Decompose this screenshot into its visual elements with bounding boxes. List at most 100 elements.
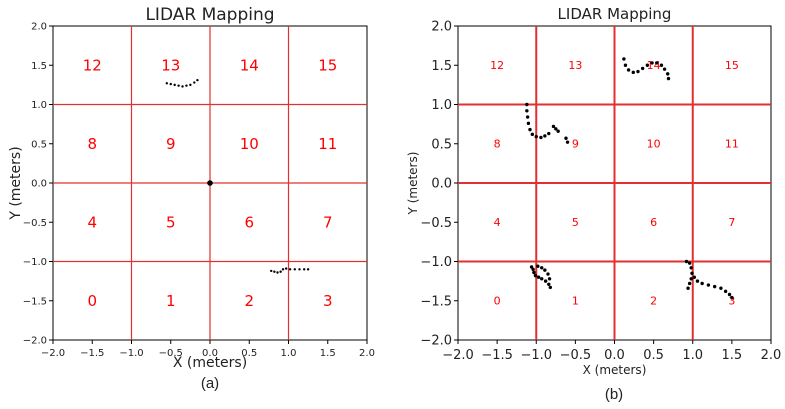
data-point bbox=[281, 268, 285, 271]
point-cluster-4 bbox=[529, 264, 553, 290]
chart-title: LIDAR Mapping bbox=[558, 5, 672, 23]
point-cluster-2 bbox=[551, 124, 560, 133]
cell-label-13: 13 bbox=[161, 57, 180, 75]
data-point bbox=[686, 286, 690, 290]
cell-label-15: 15 bbox=[318, 57, 337, 75]
chart-b: LIDAR Mapping −2.0 −1.5 −1.0 −0.5 0.0 0.5 1.0 1.… bbox=[406, 5, 781, 403]
x-axis-label: X (meters) bbox=[173, 355, 247, 371]
y-tick-label: −2.0 bbox=[23, 336, 47, 347]
data-point bbox=[564, 136, 568, 140]
x-tick-label: 0.5 bbox=[241, 348, 257, 359]
data-point bbox=[692, 275, 697, 279]
data-point bbox=[539, 135, 543, 140]
data-point bbox=[640, 66, 645, 71]
point-cluster-1 bbox=[270, 267, 310, 274]
data-point bbox=[540, 266, 544, 270]
y-tick-label: 2.0 bbox=[31, 22, 47, 33]
data-point bbox=[165, 82, 169, 85]
x-tick-label: −1.0 bbox=[119, 348, 143, 359]
x-tick-label: 0.0 bbox=[604, 348, 625, 363]
cell-label-3: 3 bbox=[728, 295, 735, 308]
y-tick-label: −0.5 bbox=[23, 218, 47, 229]
data-point bbox=[303, 268, 306, 271]
x-axis-label: X (meters) bbox=[583, 363, 647, 377]
data-point bbox=[536, 264, 540, 268]
cell-label-2: 2 bbox=[650, 295, 657, 308]
cell-label-2: 2 bbox=[244, 292, 254, 310]
y-tick-label: 1.0 bbox=[431, 98, 452, 113]
cell-label-10: 10 bbox=[240, 135, 259, 153]
data-point bbox=[528, 127, 532, 132]
data-point bbox=[730, 295, 734, 300]
chart-a: LIDAR Mapping −2.0 −1.5 −1.0 −0.5 0.0 0.5 1.0 1.… bbox=[8, 5, 375, 392]
y-tick-label: −2.0 bbox=[420, 334, 452, 349]
x-tick-label: 1.0 bbox=[682, 348, 703, 363]
data-point bbox=[531, 267, 535, 272]
cell-label-5: 5 bbox=[166, 214, 176, 232]
y-axis-label: Y (meters) bbox=[8, 146, 24, 220]
y-tick-label: −0.5 bbox=[420, 216, 452, 231]
data-point bbox=[540, 277, 544, 281]
data-point bbox=[543, 134, 547, 138]
data-point bbox=[623, 63, 628, 67]
cell-label-8: 8 bbox=[494, 138, 501, 151]
cell-label-11: 11 bbox=[318, 135, 337, 153]
data-point bbox=[276, 271, 279, 274]
cell-label-8: 8 bbox=[87, 135, 97, 153]
data-point bbox=[533, 273, 538, 278]
data-point bbox=[548, 285, 553, 290]
data-point bbox=[532, 270, 536, 275]
data-point bbox=[666, 72, 670, 76]
data-point bbox=[298, 268, 301, 271]
x-tick-label: 0.0 bbox=[202, 348, 218, 359]
x-tick-label: −0.5 bbox=[159, 348, 183, 359]
x-tick-label: 1.0 bbox=[281, 348, 297, 359]
data-point bbox=[193, 81, 196, 84]
x-tick-label: 2.0 bbox=[359, 348, 375, 359]
data-point bbox=[543, 279, 548, 283]
data-point bbox=[706, 283, 711, 287]
figure-caption: (b) bbox=[605, 386, 623, 403]
data-point bbox=[169, 82, 172, 86]
data-point bbox=[546, 272, 550, 276]
y-tick-label: −1.0 bbox=[420, 255, 452, 270]
data-point bbox=[700, 281, 704, 286]
point-cluster-0 bbox=[622, 57, 671, 81]
figure-caption: (a) bbox=[201, 375, 219, 392]
cell-label-0: 0 bbox=[494, 295, 501, 308]
x-tick-label: 0.5 bbox=[643, 348, 664, 363]
y-tick-label: 0.5 bbox=[31, 139, 47, 150]
data-point bbox=[723, 289, 728, 294]
data-point bbox=[666, 76, 671, 81]
cell-label-12: 12 bbox=[83, 57, 102, 75]
cell-label-12: 12 bbox=[490, 59, 504, 72]
data-point bbox=[284, 267, 288, 270]
cell-label-0: 0 bbox=[87, 292, 97, 310]
data-point bbox=[306, 268, 310, 271]
data-point bbox=[293, 268, 296, 271]
data-point bbox=[547, 282, 551, 286]
data-point bbox=[655, 61, 659, 65]
cell-label-7: 7 bbox=[728, 216, 735, 229]
data-point bbox=[196, 78, 199, 82]
data-point bbox=[554, 127, 558, 131]
data-point bbox=[650, 61, 654, 65]
point-cluster-5 bbox=[684, 259, 734, 300]
data-point bbox=[636, 69, 640, 74]
data-point bbox=[687, 261, 692, 265]
data-point bbox=[626, 68, 631, 72]
data-point bbox=[525, 109, 529, 113]
y-tick-label: −1.5 bbox=[23, 296, 47, 307]
data-point bbox=[712, 284, 717, 289]
x-tick-label: 1.5 bbox=[722, 348, 743, 363]
cell-label-3: 3 bbox=[323, 292, 333, 310]
data-point bbox=[543, 268, 547, 272]
data-point bbox=[689, 266, 693, 270]
x-tick-label: −2.0 bbox=[442, 348, 474, 363]
point-cluster-0 bbox=[165, 78, 199, 88]
data-point bbox=[687, 281, 692, 286]
data-point bbox=[690, 271, 694, 275]
data-point bbox=[534, 134, 538, 139]
data-point bbox=[547, 277, 552, 281]
data-point bbox=[622, 57, 626, 61]
